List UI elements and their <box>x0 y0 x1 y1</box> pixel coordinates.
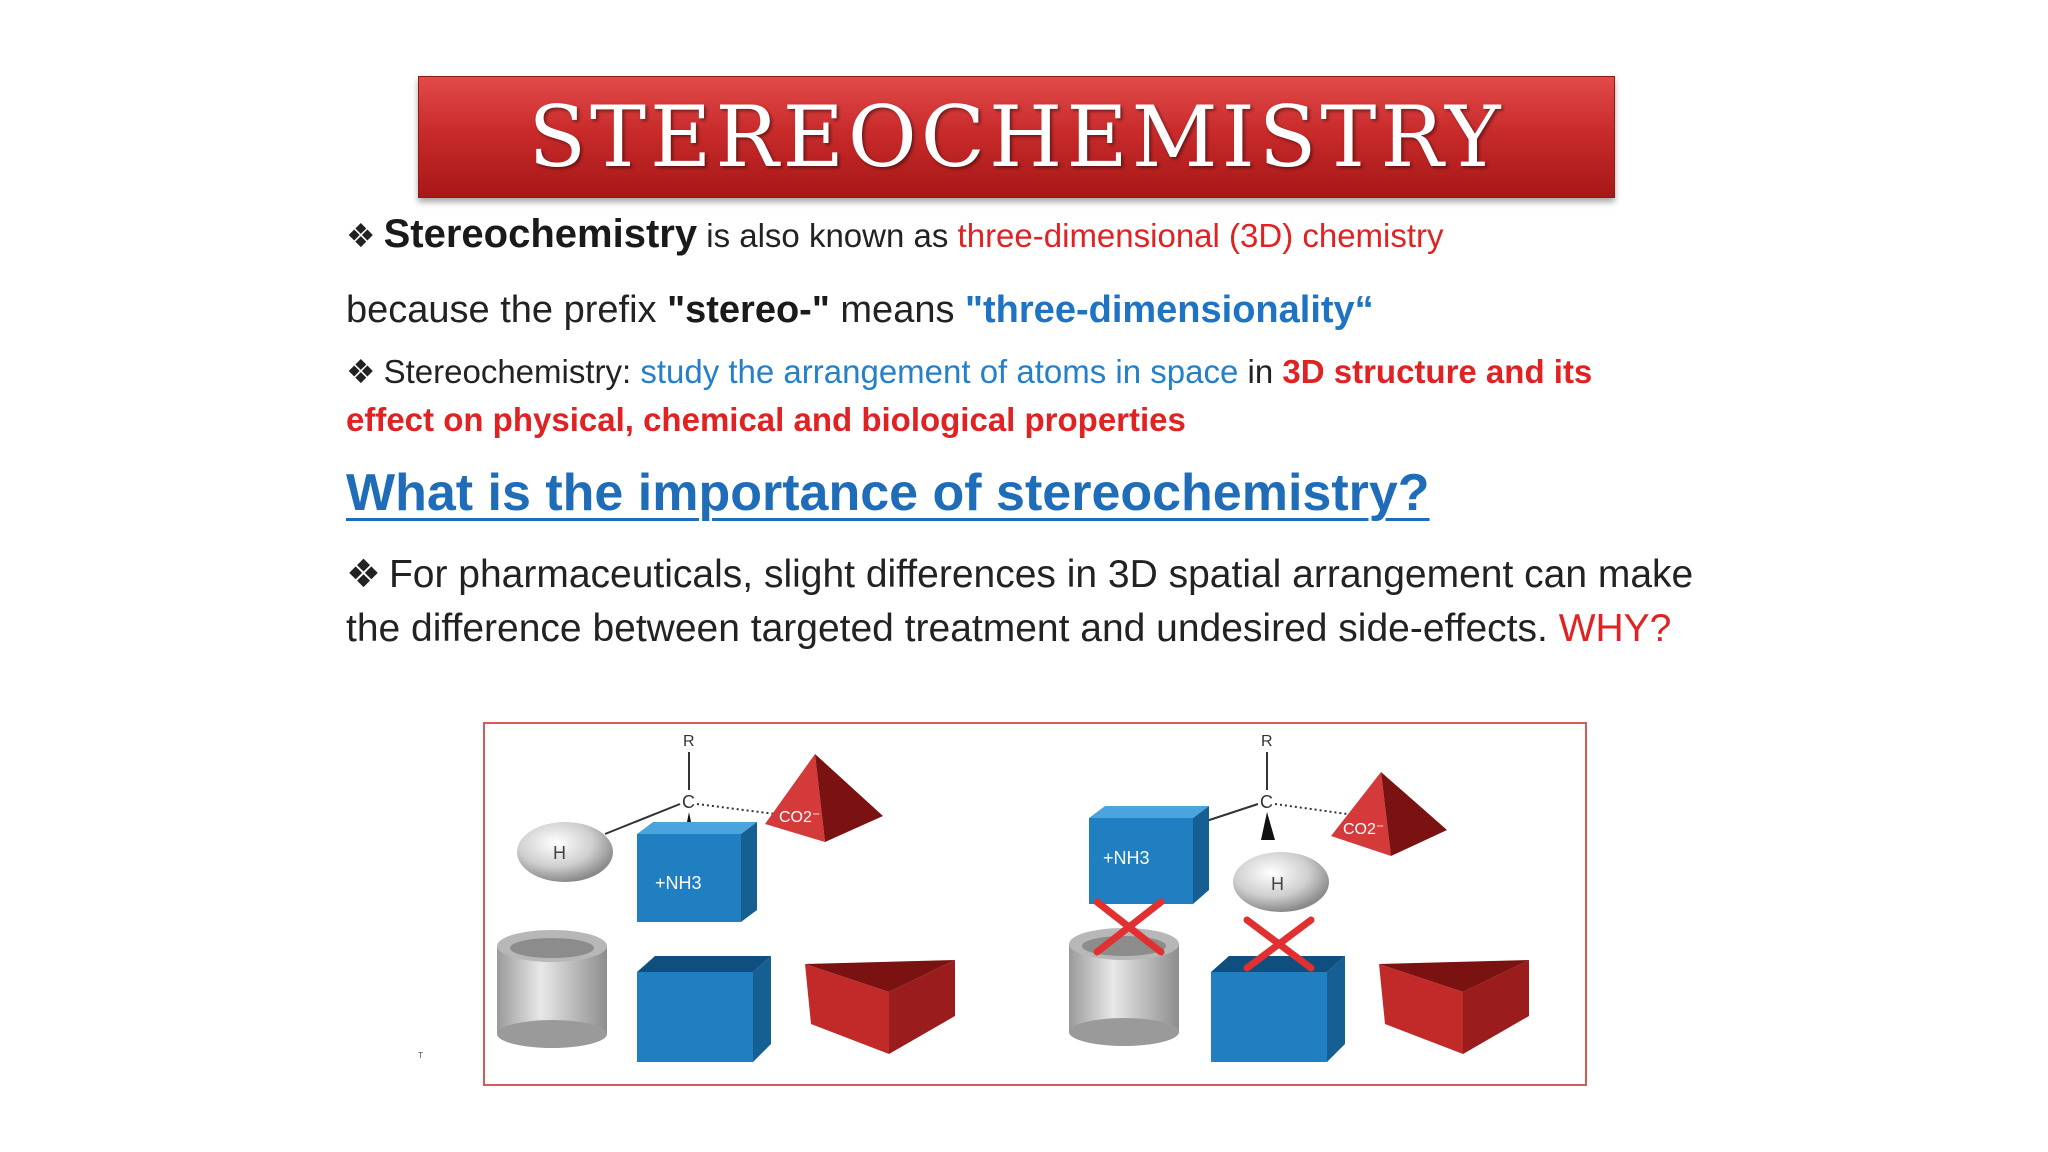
term-stereochemistry: Stereochemistry <box>383 212 698 256</box>
line1-middle: is also known as <box>697 217 958 254</box>
question-heading: What is the importance of stereochemistr… <box>346 464 1430 522</box>
right-nh3-cube: +NH3 <box>1089 806 1209 904</box>
left-nh3-cube: +NH3 <box>637 822 757 922</box>
line-study-definition: ❖ Stereochemistry: study the arrangement … <box>346 352 1592 392</box>
right-r-label: R <box>1261 733 1273 750</box>
left-trough-receptor <box>805 960 955 1054</box>
right-nh3-label: +NH3 <box>1103 848 1150 868</box>
left-box-receptor <box>637 956 771 1062</box>
pharma-paragraph: ❖ For pharmaceuticals, slight differences… <box>346 548 1736 656</box>
page-title: STEREOCHEMISTRY <box>528 88 1505 186</box>
title-banner: STEREOCHEMISTRY <box>418 76 1615 198</box>
right-trough-receptor <box>1379 960 1529 1054</box>
right-cylinder-receptor <box>1069 928 1179 1046</box>
paragraph-why: WHY? <box>1558 607 1672 650</box>
line2-start: because the prefix <box>346 289 668 331</box>
right-h-label: H <box>1271 874 1284 894</box>
left-molecule: R C H +NH3 CO2⁻ <box>497 733 955 1062</box>
mismatch-cross-icon <box>1243 916 1315 972</box>
right-c-label: C <box>1260 792 1273 812</box>
left-co2-pyramid: CO2⁻ <box>765 754 883 842</box>
line3-label: Stereochemistry: <box>383 353 641 390</box>
left-h-label: H <box>553 843 566 863</box>
line2-prefix: "stereo-" <box>667 289 830 331</box>
right-co2-pyramid: CO2⁻ <box>1331 772 1447 856</box>
mismatch-cross-icon <box>1093 898 1165 956</box>
line1-highlight: three-dimensional (3D) chemistry <box>957 217 1444 254</box>
left-co2-label: CO2⁻ <box>779 809 820 826</box>
left-h-sphere: H <box>517 822 613 882</box>
left-c-label: C <box>682 792 695 812</box>
line-definition-3d: ❖ Stereochemistry is also known as three-… <box>346 210 1444 258</box>
line-prefix-meaning: because the prefix "stereo-" means "thre… <box>346 288 1374 334</box>
line3-emphasis-1: 3D structure and its <box>1282 353 1593 390</box>
right-h-sphere: H <box>1233 852 1329 912</box>
diamond-bullet-icon: ❖ <box>346 353 376 390</box>
right-box-receptor <box>1211 956 1345 1062</box>
left-r-label: R <box>683 733 695 750</box>
diamond-bullet-icon: ❖ <box>346 553 381 596</box>
chirality-fit-diagram: R C H +NH3 CO2⁻ <box>483 722 1587 1086</box>
left-cylinder-receptor <box>497 930 607 1048</box>
right-molecule: R C +NH3 H CO2⁻ <box>1069 733 1529 1062</box>
line3-definition: study the arrangement of atoms in space <box>640 353 1239 390</box>
stray-mark: ᵀ <box>418 1050 424 1064</box>
line2-meaning: "three-dimensionality“ <box>965 289 1374 331</box>
right-co2-label: CO2⁻ <box>1343 821 1384 838</box>
diamond-bullet-icon: ❖ <box>346 217 376 254</box>
line3-connector: in <box>1238 353 1283 390</box>
left-nh3-label: +NH3 <box>655 873 702 893</box>
line2-middle: means <box>829 289 966 331</box>
paragraph-text: For pharmaceuticals, slight differences … <box>346 553 1694 650</box>
line3-emphasis-2: effect on physical, chemical and biologi… <box>346 401 1186 438</box>
